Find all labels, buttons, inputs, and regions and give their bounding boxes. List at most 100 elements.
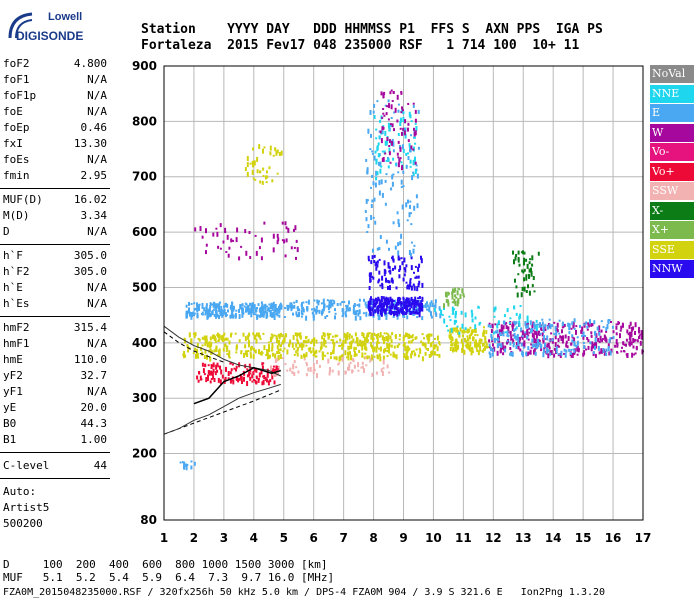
echo-point [513, 259, 515, 265]
echo-point [414, 276, 417, 279]
echo-point [271, 334, 274, 339]
echo-point [401, 204, 404, 210]
echo-point [453, 342, 456, 347]
echo-point [238, 308, 240, 313]
echo-point [490, 336, 493, 341]
echo-point [403, 127, 406, 132]
echo-point [593, 342, 596, 348]
echo-point [534, 351, 537, 356]
echo-point [253, 367, 256, 372]
echo-point [501, 342, 504, 347]
echo-point [388, 147, 391, 153]
echo-point [276, 233, 279, 238]
echo-point [193, 461, 196, 466]
echo-point [293, 347, 296, 350]
echo-point [382, 95, 385, 99]
tick-label-layer: 1 2 3 4 5 6 7 8 9 10 11 12 13 14 15 16 17802003004005006… [132, 59, 651, 545]
echo-point [272, 369, 275, 372]
echo-point [290, 246, 293, 250]
echo-point [376, 298, 379, 304]
echo-point [240, 350, 243, 353]
legend-item-sse: SSE [650, 240, 694, 259]
echo-point [468, 334, 471, 340]
echo-point [365, 335, 368, 340]
echo-point [529, 258, 532, 261]
echo-point [387, 158, 390, 163]
echo-point [391, 181, 394, 187]
echo-point [383, 91, 386, 95]
echo-point [551, 338, 554, 342]
echo-point [362, 333, 365, 338]
echo-point [260, 237, 263, 243]
echo-point [263, 345, 266, 351]
echo-point [370, 272, 373, 276]
echo-point [571, 339, 574, 343]
echo-point [615, 323, 618, 326]
echo-point [204, 349, 207, 354]
echo-point [369, 148, 372, 151]
echo-point [323, 333, 326, 338]
echo-point [361, 361, 364, 365]
echo-point [461, 288, 464, 294]
echo-point [263, 375, 266, 379]
echo-point [360, 340, 363, 346]
echo-point [492, 343, 494, 347]
echo-point [496, 343, 499, 349]
echo-point [375, 176, 378, 181]
echo-point [420, 340, 423, 343]
x-tick-label: 7 [339, 531, 347, 545]
echo-point [417, 303, 420, 307]
echo-point [453, 288, 456, 293]
echo-point [246, 156, 249, 161]
param-name: hmF2 [3, 321, 30, 334]
echo-point [372, 303, 375, 308]
echo-point [252, 312, 255, 315]
echo-point [539, 332, 542, 335]
echo-point [447, 302, 450, 307]
header-labels: Station YYYY DAY DDD HHMMSS P1 FFS S AXN… [141, 22, 603, 37]
echo-point [184, 354, 187, 358]
echo-point [309, 347, 312, 351]
echo-point [372, 216, 375, 219]
echo-point [381, 282, 384, 285]
echo-point [481, 344, 484, 347]
echo-point [264, 303, 267, 309]
echo-point [374, 182, 377, 188]
echo-point [587, 339, 590, 343]
echo-point [527, 284, 529, 289]
echo-point [596, 326, 599, 331]
echo-point [463, 295, 465, 298]
echo-point [592, 351, 595, 355]
echo-point [321, 335, 324, 340]
echo-point [546, 335, 549, 341]
echo-point [385, 173, 388, 176]
echo-point [462, 293, 465, 296]
echo-point [594, 353, 597, 358]
param-value: 4.800 [73, 57, 107, 70]
echo-point [373, 332, 376, 336]
echo-point [471, 318, 474, 323]
echo-point [369, 279, 372, 283]
echo-point [201, 344, 204, 347]
echo-point [388, 270, 391, 273]
echo-point [451, 301, 454, 304]
echo-point [456, 290, 459, 296]
echo-point [398, 309, 401, 313]
echo-point [372, 337, 375, 340]
echo-point [192, 311, 195, 315]
echo-point [585, 321, 588, 325]
echo-point [324, 316, 327, 319]
param-name: foF2 [3, 57, 30, 70]
echo-point [641, 349, 644, 355]
param-name: M(D) [3, 209, 30, 222]
echo-point [247, 339, 250, 344]
echo-point [482, 332, 485, 337]
param-value: N/A [87, 385, 107, 398]
echo-point [212, 308, 215, 311]
echo-point [396, 314, 399, 320]
echo-point [571, 321, 574, 326]
echo-point [485, 343, 488, 349]
echo-point [324, 354, 327, 357]
echo-point [366, 355, 369, 360]
echo-point [276, 371, 279, 376]
